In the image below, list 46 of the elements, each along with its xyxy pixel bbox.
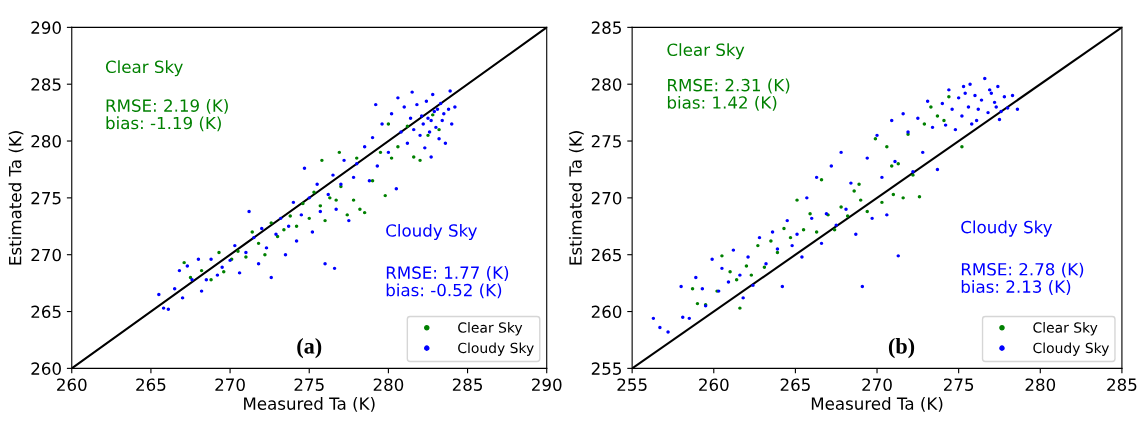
y-tick-label: 260 [591,305,622,319]
legend-label: Clear Sky [458,322,523,336]
annotation: (b) [888,337,915,359]
annotation: RMSE: 2.78 (K) bias: 2.13 (K) [961,262,1084,295]
annotation: (a) [297,337,322,359]
x-tick-label: 260 [57,378,87,391]
legend-label: Clear Sky [1033,322,1098,336]
x-tick-label: 260 [699,378,729,391]
x-tick-label: 255 [617,378,647,391]
y-tick-label: 270 [31,248,61,262]
x-axis-title: Measured Ta (K) [811,397,943,412]
y-tick-label: 280 [31,135,61,148]
y-tick-label: 265 [31,305,61,319]
x-tick-label: 275 [294,378,324,391]
y-tick-label: 285 [591,21,621,34]
y-axis-title: Estimated Ta (K) [568,131,584,265]
x-tick-label: 265 [136,378,166,391]
legend-label: Cloudy Sky [1033,342,1109,356]
x-tick-label: 275 [943,378,974,391]
y-tick-label: 270 [591,191,622,205]
y-tick-label: 290 [31,21,61,34]
y-tick-label: 285 [31,78,61,91]
y-axis-title: Estimated Ta (K) [8,131,24,265]
x-tick-label: 285 [1107,378,1137,391]
x-tick-label: 270 [215,378,245,391]
annotation: Cloudy Sky [961,220,1053,237]
legend-label: Cloudy Sky [458,342,534,356]
x-tick-label: 265 [780,378,810,391]
y-tick-label: 280 [591,78,622,91]
x-tick-label: 285 [452,378,483,391]
y-tick-label: 275 [591,135,621,148]
annotation: Clear Sky [105,60,183,77]
x-tick-label: 290 [532,378,562,391]
x-tick-label: 280 [373,378,404,391]
x-tick-label: 270 [862,378,892,391]
annotation: Cloudy Sky [386,223,477,241]
y-tick-label: 255 [591,362,621,375]
annotation: RMSE: 1.77 (K) bias: -0.52 (K) [386,266,509,299]
y-tick-label: 275 [31,191,61,205]
annotation: RMSE: 2.31 (K) bias: 1.42 (K) [667,78,790,111]
y-tick-label: 265 [591,248,621,262]
x-axis-title: Measured Ta (K) [244,397,375,412]
y-tick-label: 260 [31,362,61,375]
x-tick-label: 280 [1025,378,1056,391]
annotation: Clear Sky [667,43,745,60]
annotation: RMSE: 2.19 (K) bias: -1.19 (K) [106,99,228,132]
